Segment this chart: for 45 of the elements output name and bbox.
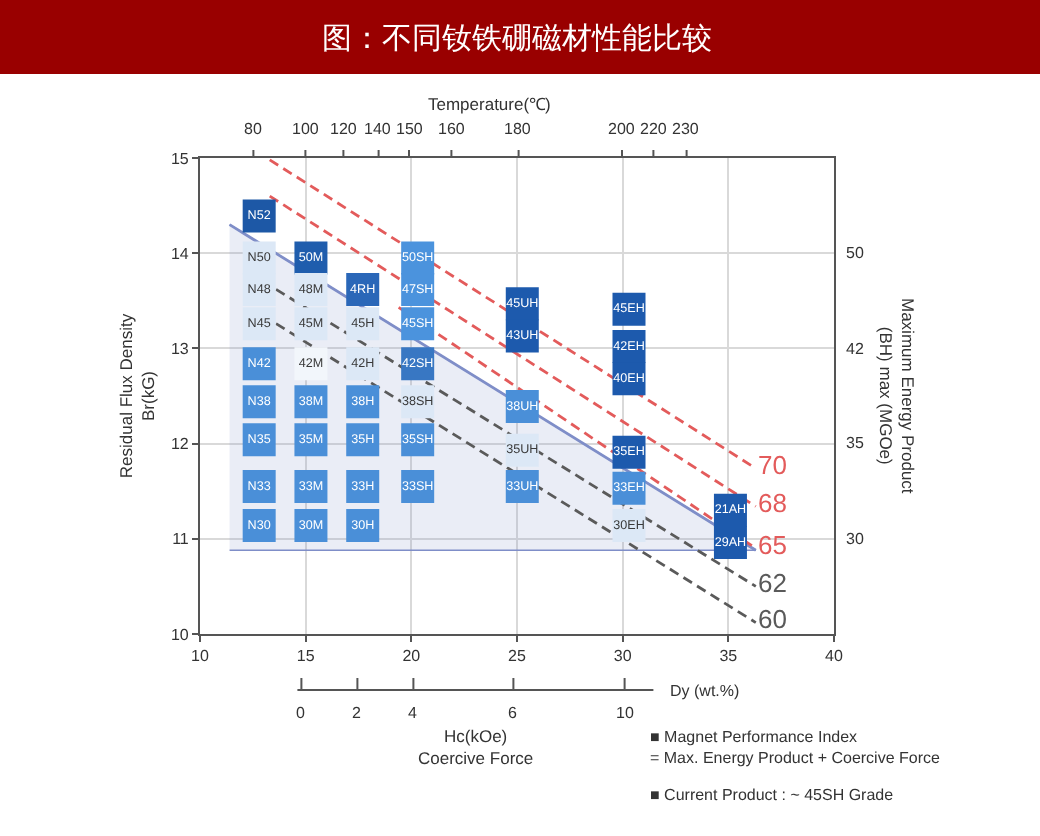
y-tick-label: 11 — [172, 530, 190, 549]
x-tick-label: 35 — [719, 647, 739, 666]
text: 2 — [352, 704, 362, 722]
text: 230 — [672, 120, 700, 138]
text: 220 — [640, 120, 668, 138]
text: 0 — [296, 704, 306, 722]
text: 80 — [244, 120, 263, 138]
x-tick-label: 20 — [402, 647, 422, 666]
series-label: 68 — [758, 488, 787, 518]
text: 6 — [508, 704, 518, 722]
x2-axis-title: Temperature(℃) — [428, 94, 552, 114]
text: 140 — [364, 120, 392, 138]
series-label: 60 — [758, 604, 787, 634]
x-tick-label: 40 — [825, 647, 844, 666]
series-label: 62 — [758, 568, 787, 598]
text: 100 — [292, 120, 320, 138]
text: 50 — [846, 244, 865, 262]
x-tick-label: 25 — [508, 647, 527, 666]
text: 35 — [846, 434, 865, 452]
text: 120 — [330, 120, 358, 138]
y-tick-label: 14 — [170, 244, 190, 263]
text: 10 — [616, 704, 635, 722]
text: ■ Current Product : ~ 45SH Grade — [650, 786, 895, 804]
text: 200 — [608, 120, 636, 138]
y-tick-label: 13 — [170, 340, 190, 358]
x-axis-title: Hc(kOe) Coercive Force — [418, 726, 534, 769]
y-axis-title: Residual Flux Density Br(kG) — [115, 312, 159, 479]
text: 42 — [846, 340, 865, 358]
x-tick-label: 30 — [613, 647, 633, 666]
x-tick-label: 10 — [191, 647, 210, 666]
y-tick-label: 10 — [170, 625, 190, 644]
series-label: 65 — [758, 530, 787, 560]
chart-title: 图：不同钕铁硼磁材性能比较 — [322, 19, 712, 56]
text: 30 — [846, 530, 865, 548]
text: ■ Magnet Performance Index = Max. Energy Product + Coercive Force — [650, 728, 941, 767]
text: 160 — [438, 120, 466, 138]
y2-axis-title: Maximum Energy Product (BH) max (MGOe) — [875, 298, 918, 495]
x-tick-label: 15 — [296, 647, 316, 666]
text: 150 — [396, 120, 424, 138]
text: 4 — [408, 704, 418, 722]
series-label: 70 — [758, 450, 787, 480]
text: Dy (wt.%) — [670, 682, 740, 700]
y-tick-label: 12 — [170, 435, 190, 454]
text: 180 — [504, 120, 532, 138]
y-tick-label: 15 — [170, 149, 190, 168]
